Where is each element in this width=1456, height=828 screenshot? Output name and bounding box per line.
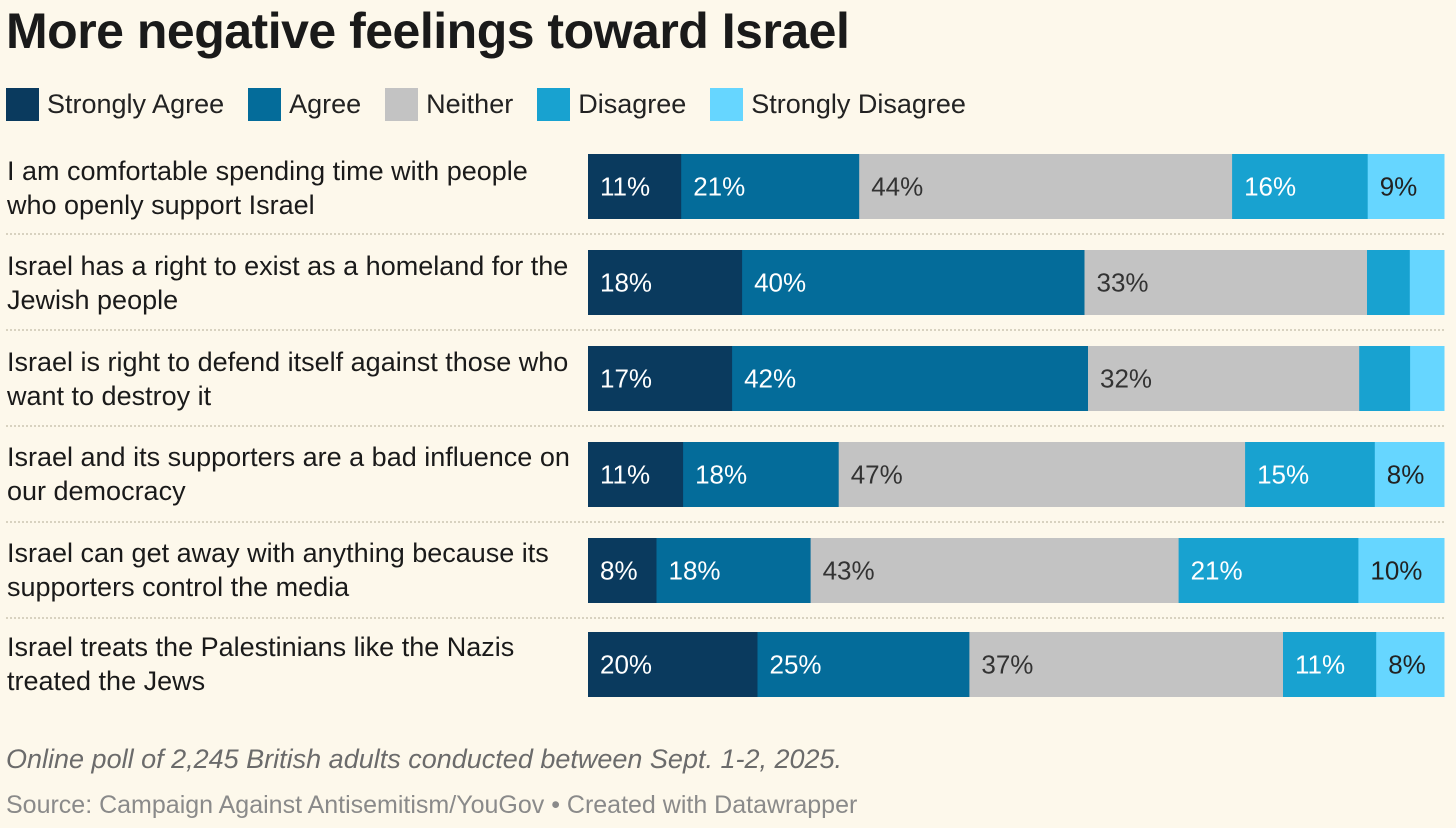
data-label: 8% bbox=[1387, 460, 1425, 490]
data-label: 21% bbox=[1191, 556, 1243, 586]
bar-segment-agree bbox=[681, 154, 860, 219]
data-label: 37% bbox=[981, 650, 1033, 680]
row-label: I am comfortable spending time with peop… bbox=[7, 156, 528, 220]
bar-segment-disagree bbox=[1283, 632, 1377, 697]
data-label: 42% bbox=[744, 364, 796, 394]
bar-segment-neither bbox=[859, 154, 1233, 219]
data-label: 10% bbox=[1370, 556, 1422, 586]
bar-segment-agree bbox=[742, 250, 1085, 315]
data-label: 18% bbox=[600, 268, 652, 298]
row-separator bbox=[6, 425, 1444, 427]
bar-segment-neither bbox=[969, 632, 1284, 697]
chart-note: Online poll of 2,245 British adults cond… bbox=[6, 744, 843, 774]
legend-swatch-strongly-disagree bbox=[710, 87, 744, 121]
legend-item-agree: Agree bbox=[248, 87, 362, 121]
data-label: 33% bbox=[1097, 268, 1149, 298]
data-label: 21% bbox=[693, 172, 745, 202]
bar-segment-strongly-agree bbox=[588, 538, 657, 603]
row-label: Israel is right to defend itself against… bbox=[7, 347, 569, 411]
bar-segment-strongly-disagree bbox=[1376, 632, 1445, 697]
row-separator bbox=[6, 521, 1444, 523]
data-label: 18% bbox=[695, 460, 747, 490]
bar-segment-agree bbox=[757, 632, 970, 697]
data-label: 18% bbox=[669, 556, 721, 586]
bar-segment-strongly-disagree bbox=[1374, 442, 1445, 507]
row-separator bbox=[6, 329, 1444, 331]
data-label: 15% bbox=[1257, 460, 1309, 490]
bar-segment-disagree bbox=[1232, 154, 1369, 219]
bar-segment-agree bbox=[683, 442, 840, 507]
data-label: 40% bbox=[754, 268, 806, 298]
bar-segment-strongly-disagree bbox=[1410, 346, 1445, 411]
legend-item-strongly-disagree: Strongly Disagree bbox=[710, 87, 966, 121]
data-label: 11% bbox=[1295, 650, 1345, 680]
row-separator bbox=[6, 233, 1444, 235]
row-separator bbox=[6, 617, 1444, 619]
legend-swatch-disagree bbox=[537, 87, 571, 121]
legend-label-disagree: Disagree bbox=[578, 88, 687, 119]
bar-segment-agree bbox=[656, 538, 812, 603]
legend-swatch-agree bbox=[248, 87, 282, 121]
bar-segment-strongly-disagree bbox=[1409, 250, 1445, 315]
data-label: 11% bbox=[600, 460, 650, 490]
legend-item-neither: Neither bbox=[385, 87, 514, 121]
data-label: 16% bbox=[1244, 172, 1296, 202]
bar-segment-disagree bbox=[1367, 250, 1411, 315]
data-label: 17% bbox=[600, 364, 652, 394]
row-label: Israel treats the Palestinians like the … bbox=[7, 632, 515, 696]
bar-segment-neither bbox=[838, 442, 1246, 507]
bar-segment-agree bbox=[732, 346, 1089, 411]
bar-segment-strongly-agree bbox=[588, 632, 758, 697]
chart-source: Source: Campaign Against Antisemitism/Yo… bbox=[6, 791, 858, 819]
legend-swatch-neither bbox=[385, 87, 419, 121]
bar-segment-strongly-agree bbox=[588, 346, 733, 411]
data-label: 8% bbox=[600, 556, 638, 586]
data-label: 32% bbox=[1100, 364, 1152, 394]
legend: Strongly Agree Agree Neither Disagree St… bbox=[6, 86, 990, 122]
bar-segment-neither bbox=[1084, 250, 1368, 315]
bar-segment-strongly-agree bbox=[588, 154, 682, 219]
data-label: 8% bbox=[1388, 650, 1426, 680]
data-label: 25% bbox=[770, 650, 822, 680]
row-label: Israel has a right to exist as a homelan… bbox=[7, 251, 569, 315]
data-label: 20% bbox=[600, 650, 652, 680]
chart-title: More negative feelings toward Israel bbox=[6, 3, 850, 59]
bar-segment-strongly-disagree bbox=[1367, 154, 1445, 219]
data-label: 47% bbox=[851, 460, 903, 490]
bar-segment-neither bbox=[810, 538, 1180, 603]
legend-label-neither: Neither bbox=[426, 88, 514, 119]
legend-label-agree: Agree bbox=[289, 88, 362, 119]
legend-item-disagree: Disagree bbox=[537, 87, 687, 121]
row-label: Israel and its supporters are a bad infl… bbox=[7, 442, 570, 506]
row-label: Israel can get away with anything becaus… bbox=[7, 538, 549, 602]
bar-segment-strongly-agree bbox=[588, 442, 684, 507]
data-label: 43% bbox=[823, 556, 875, 586]
bar-segment-disagree bbox=[1178, 538, 1359, 603]
data-label: 11% bbox=[600, 172, 650, 202]
bar-segment-neither bbox=[1088, 346, 1360, 411]
legend-label-strongly-agree: Strongly Agree bbox=[47, 88, 225, 119]
legend-item-strongly-agree: Strongly Agree bbox=[6, 87, 225, 121]
data-label: 9% bbox=[1380, 172, 1418, 202]
bar-segment-strongly-disagree bbox=[1358, 538, 1445, 603]
data-label: 44% bbox=[871, 172, 923, 202]
bar-segment-disagree bbox=[1359, 346, 1411, 411]
bar-segment-strongly-agree bbox=[588, 250, 743, 315]
legend-swatch-strongly-agree bbox=[6, 87, 39, 121]
legend-label-strongly-disagree: Strongly Disagree bbox=[751, 88, 966, 119]
bar-segment-disagree bbox=[1245, 442, 1376, 507]
